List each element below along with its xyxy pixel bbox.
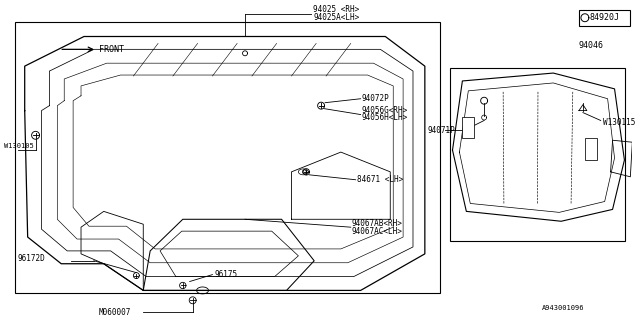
Text: 94067AB<RH>: 94067AB<RH> [352,219,403,228]
Text: 96175: 96175 [214,270,237,279]
Text: 84671 <LH>: 84671 <LH> [356,175,403,184]
Text: W130105: W130105 [4,143,34,149]
Text: 94072P: 94072P [362,94,389,103]
Bar [449,68,625,241]
Text: 94025 <RH>: 94025 <RH> [313,5,360,14]
Text: 94056H<LH>: 94056H<LH> [362,113,408,122]
Bar [15,22,440,293]
Text: W130115: W130115 [603,118,635,127]
Bar [579,10,630,26]
Bar [462,116,474,138]
Text: 94056G<RH>: 94056G<RH> [362,106,408,115]
Text: FRONT: FRONT [99,45,124,54]
Text: 94067AC<LH>: 94067AC<LH> [352,227,403,236]
Text: 96172D: 96172D [18,254,45,263]
Bar [585,138,596,160]
Text: A943001096: A943001096 [541,305,584,311]
Text: 94025A<LH>: 94025A<LH> [313,13,360,22]
Text: M060007: M060007 [99,308,131,317]
Text: 94046: 94046 [579,41,604,50]
Text: 94071P: 94071P [428,126,456,135]
Text: 84920J: 84920J [590,13,620,22]
